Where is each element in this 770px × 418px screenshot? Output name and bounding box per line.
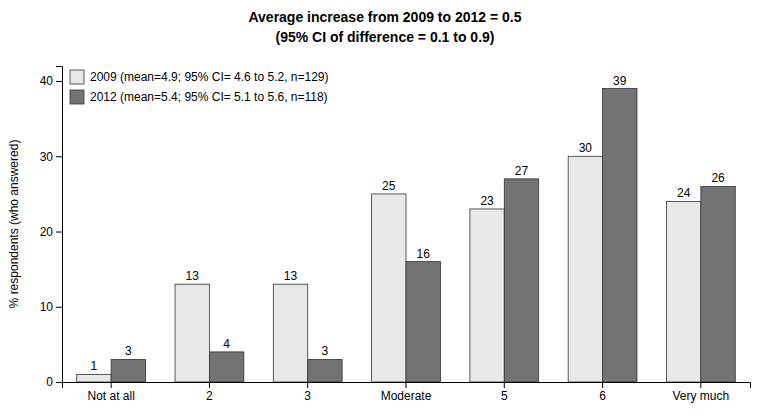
y-tick: 40 — [40, 74, 62, 88]
y-tick: 10 — [40, 300, 62, 314]
x-tick-mark — [406, 382, 407, 388]
x-tick: Very much — [673, 382, 730, 403]
x-tick-mark — [700, 382, 701, 388]
y-tick: 0 — [46, 375, 62, 389]
legend-item: 2012 (mean=5.4; 95% CI= 5.1 to 5.6, n=11… — [70, 90, 328, 104]
y-tick: 20 — [40, 225, 62, 239]
x-tick: 6 — [599, 382, 606, 403]
data-label: 23 — [480, 194, 494, 208]
bar — [77, 374, 111, 382]
data-label: 13 — [186, 269, 200, 283]
bar — [666, 201, 700, 382]
y-axis: 0 10 20 30 40 — [40, 67, 63, 390]
x-tick-mark — [209, 382, 210, 388]
bar — [372, 194, 406, 382]
y-tick-label: 30 — [40, 150, 54, 164]
chart: Average increase from 2009 to 2012 = 0.5… — [0, 0, 770, 418]
data-label: 27 — [515, 164, 529, 178]
legend: 2009 (mean=4.9; 95% CI= 4.6 to 5.2, n=12… — [70, 70, 329, 104]
y-tick-label: 40 — [40, 74, 54, 88]
data-label: 30 — [579, 141, 593, 155]
bar — [701, 186, 735, 382]
data-label: 1 — [91, 359, 98, 373]
data-label: 39 — [613, 74, 627, 88]
data-label: 3 — [322, 344, 329, 358]
bar — [273, 284, 307, 382]
data-label: 3 — [125, 344, 132, 358]
bar — [470, 209, 504, 382]
bar — [209, 352, 243, 382]
legend-item: 2009 (mean=4.9; 95% CI= 4.6 to 5.2, n=12… — [70, 70, 329, 84]
x-axis-line — [63, 383, 751, 389]
x-tick: Moderate — [381, 382, 432, 403]
y-tick: 30 — [40, 150, 62, 164]
data-label: 25 — [382, 179, 396, 193]
bar — [504, 179, 538, 382]
y-tick-mark — [56, 156, 62, 157]
x-tick-label: 2 — [206, 389, 213, 403]
x-tick-mark — [602, 382, 603, 388]
x-axis: Not at all 2 3 Moderate 5 6 Very much — [63, 382, 751, 403]
legend-swatch — [70, 70, 84, 84]
data-label: 24 — [677, 186, 691, 200]
bar — [406, 262, 440, 382]
title: Average increase from 2009 to 2012 = 0.5 — [248, 9, 521, 25]
x-tick: 2 — [206, 382, 213, 403]
x-tick-label: 3 — [304, 389, 311, 403]
data-label: 26 — [711, 171, 725, 185]
x-tick-mark — [111, 382, 112, 388]
bar — [175, 284, 209, 382]
data-label: 13 — [284, 269, 298, 283]
x-tick-label: Very much — [673, 389, 730, 403]
data-label: 4 — [223, 337, 230, 351]
y-tick-label: 10 — [40, 300, 54, 314]
bar — [603, 89, 637, 382]
bars — [77, 89, 736, 382]
subtitle: (95% CI of difference = 0.1 to 0.9) — [275, 29, 494, 45]
x-tick-label: 6 — [599, 389, 606, 403]
series — [111, 89, 735, 382]
plot: 010203040Not at all23Moderate56Very much… — [7, 67, 751, 403]
y-tick-mark — [56, 232, 62, 233]
y-tick-mark — [56, 382, 62, 383]
x-tick-label: Moderate — [381, 389, 432, 403]
bar — [111, 359, 145, 382]
legend-swatch — [70, 90, 84, 104]
data-labels: 1 13 13 25 23 30 24 3 4 3 16 27 39 26 — [91, 74, 725, 374]
x-tick-label: 5 — [501, 389, 508, 403]
bar — [308, 359, 342, 382]
y-tick-mark — [56, 307, 62, 308]
y-axis-title: % respondents (who answered) — [7, 140, 21, 309]
x-tick: 3 — [304, 382, 311, 403]
x-tick: 5 — [501, 382, 508, 403]
x-tick: Not at all — [87, 382, 134, 403]
y-tick-label: 20 — [40, 225, 54, 239]
y-axis-line — [56, 67, 63, 383]
legend-label: 2009 (mean=4.9; 95% CI= 4.6 to 5.2, n=12… — [90, 70, 329, 84]
y-tick-label: 0 — [46, 375, 53, 389]
legend-label: 2012 (mean=5.4; 95% CI= 5.1 to 5.6, n=11… — [90, 90, 328, 104]
x-tick-mark — [504, 382, 505, 388]
bar — [568, 156, 602, 382]
data-label: 16 — [417, 247, 431, 261]
y-tick-mark — [56, 81, 62, 82]
x-tick-mark — [307, 382, 308, 388]
x-tick-label: Not at all — [87, 389, 134, 403]
